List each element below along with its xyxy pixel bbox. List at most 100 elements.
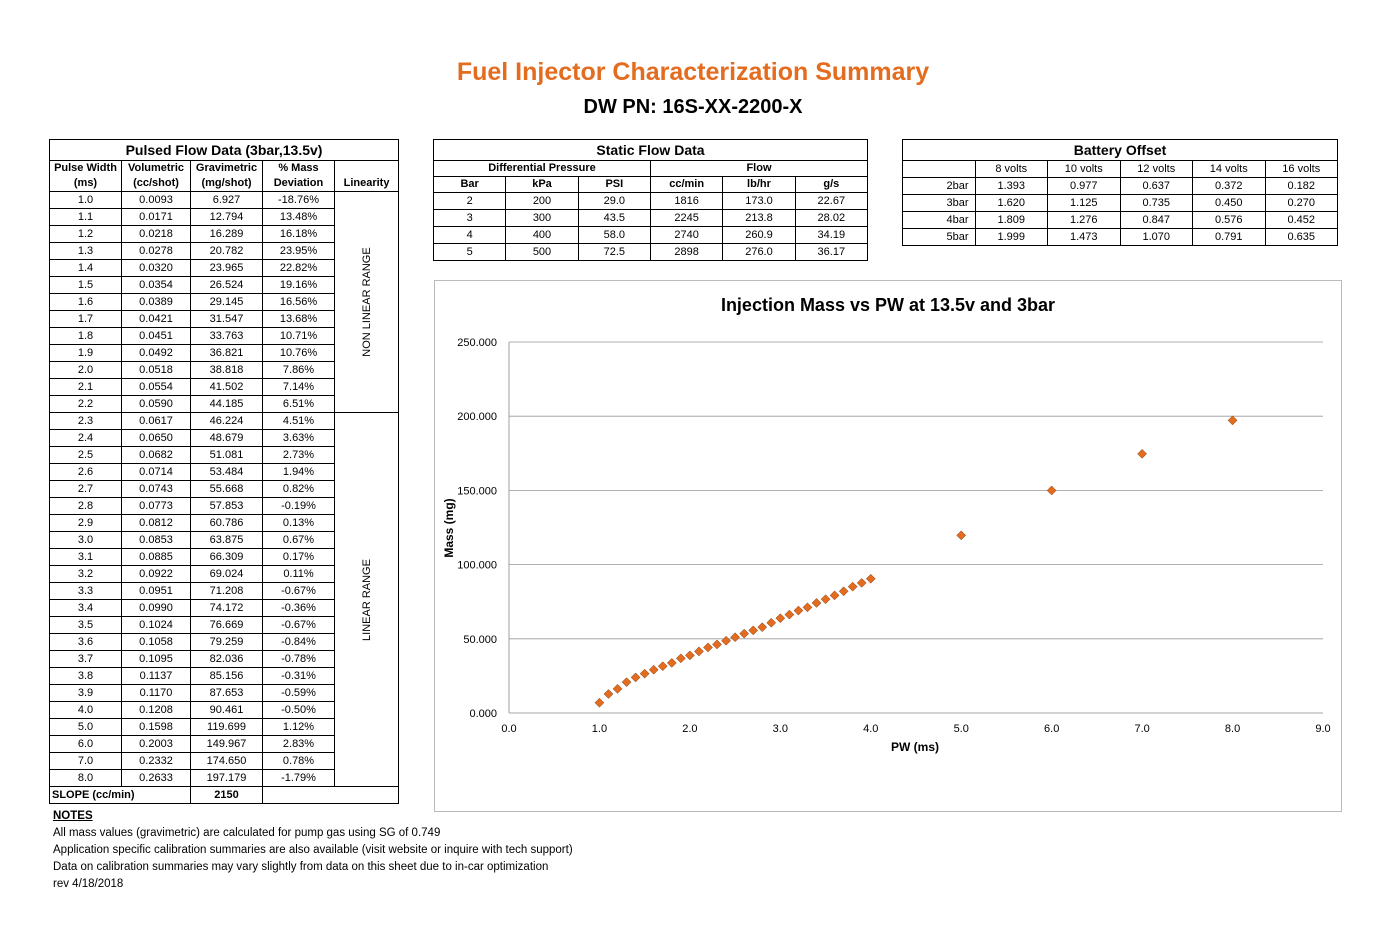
cell-mass-deviation: 10.71% xyxy=(262,327,335,345)
cell-gravimetric: 31.547 xyxy=(190,310,263,328)
cell-pulse-width: 1.2 xyxy=(49,225,122,243)
cell-volumetric: 0.0518 xyxy=(121,361,191,379)
x-tick-label: 4.0 xyxy=(863,723,878,735)
cell-gravimetric: 63.875 xyxy=(190,531,263,549)
cell-psi: 29.0 xyxy=(577,192,651,210)
cell-volumetric: 0.0218 xyxy=(121,225,191,243)
chart-y-label: Mass (mg) xyxy=(442,498,456,557)
cell-10-volts: 1.276 xyxy=(1047,211,1121,229)
data-point xyxy=(594,697,605,708)
cell-mass-deviation: -0.67% xyxy=(262,616,335,634)
data-point xyxy=(1137,448,1147,459)
cell-mass-deviation: 0.17% xyxy=(262,548,335,566)
x-tick-label: 6.0 xyxy=(1044,723,1059,735)
header-gravimetric: Gravimetric xyxy=(190,160,263,176)
data-point xyxy=(694,646,704,657)
y-tick-label: 150.000 xyxy=(457,485,497,497)
cell-volumetric: 0.1137 xyxy=(121,667,191,685)
cell-14-volts: 0.450 xyxy=(1192,194,1266,212)
header-14-volts: 14 volts xyxy=(1192,160,1266,178)
cell-16-volts: 0.635 xyxy=(1264,228,1338,246)
cell-8-volts: 1.620 xyxy=(974,194,1048,212)
cell-volumetric: 0.1170 xyxy=(121,684,191,702)
pulsed-row: 3.0 0.0853 63.875 0.67% xyxy=(49,531,399,549)
cell-lb-hr: 260.9 xyxy=(722,226,796,244)
cell-pulse-width: 1.0 xyxy=(49,191,122,209)
cell-mass-deviation: 10.76% xyxy=(262,344,335,362)
cell-volumetric: 0.0812 xyxy=(121,514,191,532)
cell-gravimetric: 20.782 xyxy=(190,242,263,260)
header-12-volts: 12 volts xyxy=(1119,160,1193,178)
cell-cc-min: 2898 xyxy=(649,243,724,261)
header-8-volts: 8 volts xyxy=(974,160,1048,178)
cell-gravimetric: 197.179 xyxy=(190,769,263,787)
cell-pulse-width: 1.1 xyxy=(49,208,122,226)
cell-mass-deviation: 3.63% xyxy=(262,429,335,447)
cell-gravimetric: 174.650 xyxy=(190,752,263,770)
cell-pulse-width: 2.2 xyxy=(49,395,122,413)
cell-pulse-width: 2.8 xyxy=(49,497,122,515)
nonlinear-range-cell: NON LINEAR RANGE xyxy=(333,191,400,413)
cell-kpa: 300 xyxy=(505,209,579,227)
cell-gravimetric: 87.653 xyxy=(190,684,263,702)
cell-pulse-width: 3.7 xyxy=(49,650,122,668)
cell-mass-deviation: -0.78% xyxy=(262,650,335,668)
cell-pressure: 5bar xyxy=(902,228,976,246)
cell-8-volts: 1.999 xyxy=(974,228,1048,246)
cell-mass-deviation: 2.83% xyxy=(262,735,335,753)
cell-mass-deviation: 13.68% xyxy=(262,310,335,328)
static-flow-table: Static Flow Data Differential Pressure F… xyxy=(432,139,869,261)
cell-volumetric: 0.0682 xyxy=(121,446,191,464)
data-point xyxy=(675,653,686,664)
pulsed-row: 1.6 0.0389 29.145 16.56% xyxy=(49,293,399,311)
flow-header: Flow xyxy=(649,160,869,177)
pulsed-flow-rows: 1.0 0.0093 6.927 -18.76% NON LINEAR RANGE 1.1… xyxy=(49,191,400,787)
cell-8-volts: 1.393 xyxy=(974,177,1048,195)
pulsed-row: 1.7 0.0421 31.547 13.68% xyxy=(49,310,399,328)
notes: NOTES All mass values (gravimetric) are … xyxy=(53,808,573,893)
pulsed-row: 1.4 0.0320 23.965 22.82% xyxy=(49,259,399,277)
note-line: Data on calibration summaries may vary s… xyxy=(53,861,549,873)
cell-gravimetric: 16.289 xyxy=(190,225,263,243)
cell-12-volts: 0.637 xyxy=(1119,177,1193,195)
cell-14-volts: 0.372 xyxy=(1192,177,1266,195)
data-point xyxy=(865,573,876,584)
header-bar: Bar xyxy=(432,176,507,193)
pulsed-row: 2.6 0.0714 53.484 1.94% xyxy=(49,463,399,481)
cell-volumetric: 0.2633 xyxy=(121,769,191,787)
cell-bar: 3 xyxy=(432,209,507,227)
cell-mass-deviation: 16.18% xyxy=(262,225,335,243)
cell-pulse-width: 2.9 xyxy=(49,514,122,532)
cell-pulse-width: 2.0 xyxy=(49,361,122,379)
cell-volumetric: 0.0590 xyxy=(121,395,191,413)
cell-10-volts: 1.473 xyxy=(1047,228,1121,246)
data-point xyxy=(630,672,641,683)
header-volumetric: Volumetric xyxy=(121,160,191,176)
cell-lb-hr: 213.8 xyxy=(722,209,796,227)
data-point xyxy=(685,650,695,661)
data-point xyxy=(775,613,786,624)
pulsed-row: 1.0 0.0093 6.927 -18.76% NON LINEAR RANGE xyxy=(49,191,400,413)
cell-mass-deviation: 0.82% xyxy=(262,480,335,498)
cell-lb-hr: 173.0 xyxy=(722,192,796,210)
cell-gravimetric: 41.502 xyxy=(190,378,263,396)
cell-volumetric: 0.0617 xyxy=(121,412,191,430)
cell-pulse-width: 1.4 xyxy=(49,259,122,277)
cell-gravimetric: 55.668 xyxy=(190,480,263,498)
cell-volumetric: 0.1598 xyxy=(121,718,191,736)
cell-mass-deviation: 23.95% xyxy=(262,242,335,260)
cell-pulse-width: 3.5 xyxy=(49,616,122,634)
cell-pulse-width: 3.4 xyxy=(49,599,122,617)
data-point xyxy=(856,578,867,588)
cell-volumetric: 0.2332 xyxy=(121,752,191,770)
cell-gravimetric: 36.821 xyxy=(190,344,263,362)
differential-pressure-header: Differential Pressure xyxy=(433,160,651,177)
cell-16-volts: 0.270 xyxy=(1264,194,1338,212)
cell-gravimetric: 76.669 xyxy=(190,616,263,634)
cell-pulse-width: 1.8 xyxy=(49,327,122,345)
cell-volumetric: 0.0714 xyxy=(121,463,191,481)
data-point xyxy=(621,677,632,688)
pulsed-row: 5.0 0.1598 119.699 1.12% xyxy=(49,718,399,736)
cell-pulse-width: 7.0 xyxy=(49,752,122,770)
note-line: rev 4/18/2018 xyxy=(53,878,124,890)
